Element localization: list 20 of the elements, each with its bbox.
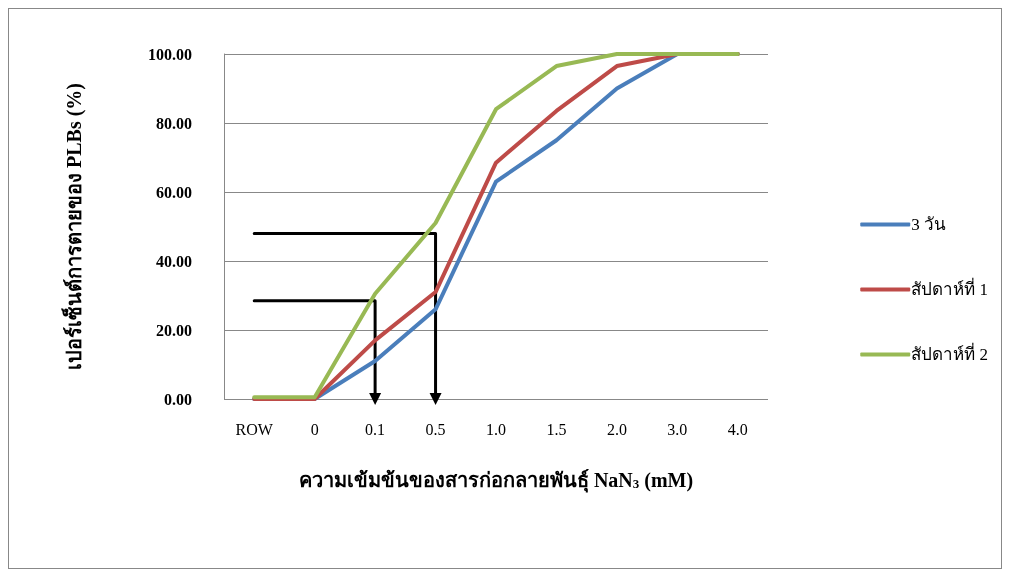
x-tick-label: 0.5	[425, 420, 446, 438]
x-tick-label: 1.5	[546, 420, 567, 438]
y-tick-label: 20.00	[156, 321, 192, 339]
x-tick-label: 0	[310, 420, 319, 438]
x-tick-label: 4.0	[727, 420, 748, 438]
y-tick-label: 60.00	[156, 183, 192, 201]
y-tick-label: 40.00	[156, 252, 192, 270]
x-tick-label: ROW	[235, 420, 274, 438]
y-tick-label: 0.00	[164, 390, 192, 408]
legend-label: สัปดาห์ที่ 2	[911, 342, 988, 364]
y-tick-label: 100.00	[148, 45, 192, 63]
x-tick-label: 0.1	[365, 420, 386, 438]
x-tick-label: 3.0	[667, 420, 688, 438]
legend-label: สัปดาห์ที่ 1	[911, 277, 988, 299]
y-axis-title: เปอร์เซ็นต์การตายของ PLBs (%)	[61, 83, 86, 370]
x-axis-title: ความเข้มข้นของสารก่อกลายพันธุ์ NaN3 (mM)	[298, 468, 694, 493]
x-tick-label: 2.0	[606, 420, 627, 438]
y-tick-label: 80.00	[156, 114, 192, 132]
legend-label: 3 วัน	[911, 215, 946, 234]
x-tick-label: 1.0	[486, 420, 506, 438]
